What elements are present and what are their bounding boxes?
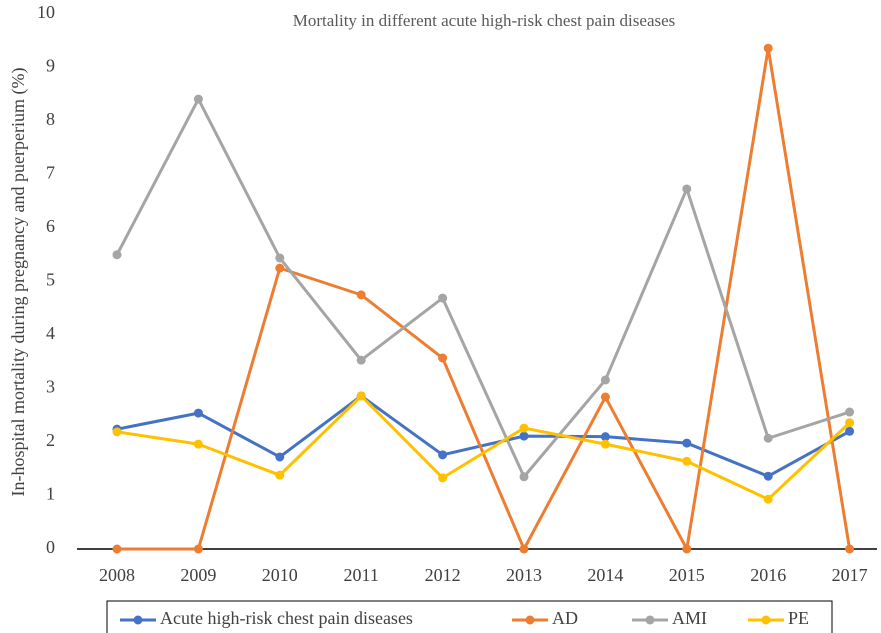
y-tick-label: 9 <box>46 56 55 76</box>
point <box>438 353 448 363</box>
point <box>438 293 448 303</box>
x-tick-label: 2011 <box>344 565 379 585</box>
point <box>600 432 610 442</box>
y-tick-label: 6 <box>46 216 55 236</box>
y-tick-label: 0 <box>46 537 55 557</box>
legend-label: AMI <box>672 608 707 628</box>
x-tick-label: 2014 <box>587 565 623 585</box>
point <box>682 184 692 194</box>
y-tick-label: 7 <box>46 163 55 183</box>
point <box>845 544 855 554</box>
x-tick-label: 2015 <box>669 565 705 585</box>
point <box>600 439 610 449</box>
y-tick-label: 2 <box>46 430 55 450</box>
point <box>845 426 855 436</box>
point <box>763 494 773 504</box>
x-tick-label: 2008 <box>99 565 135 585</box>
point <box>763 433 773 443</box>
point <box>845 407 855 417</box>
legend-marker <box>133 615 143 625</box>
y-tick-label: 5 <box>46 270 55 290</box>
point <box>193 94 203 104</box>
point <box>193 544 203 554</box>
point <box>438 450 448 460</box>
legend-label: PE <box>788 608 809 628</box>
point <box>845 418 855 428</box>
x-tick-label: 2010 <box>262 565 298 585</box>
point <box>275 470 285 480</box>
x-tick-label: 2016 <box>750 565 786 585</box>
point <box>600 375 610 385</box>
series-line <box>116 394 851 478</box>
point <box>193 439 203 449</box>
x-tick-label: 2012 <box>425 565 461 585</box>
y-tick-label: 1 <box>46 484 55 504</box>
point <box>275 263 285 273</box>
series-line <box>116 394 851 501</box>
legend-marker <box>645 615 655 625</box>
legend-label: AD <box>552 608 578 628</box>
x-tick-label: 2013 <box>506 565 542 585</box>
point <box>112 544 122 554</box>
point <box>275 253 285 263</box>
point <box>600 392 610 402</box>
point <box>112 427 122 437</box>
y-tick-label: 8 <box>46 109 55 129</box>
point <box>519 472 529 482</box>
point <box>519 544 529 554</box>
x-tick-label: 2009 <box>180 565 216 585</box>
y-tick-label: 3 <box>46 377 55 397</box>
point <box>682 438 692 448</box>
point <box>682 456 692 466</box>
point <box>356 290 366 300</box>
series-line <box>115 97 851 479</box>
point <box>682 544 692 554</box>
point <box>193 408 203 418</box>
y-tick-label: 4 <box>46 323 55 343</box>
legend-box <box>106 600 833 633</box>
point <box>275 452 285 462</box>
y-axis-label: In-hospital mortality during pregnancy a… <box>8 68 29 497</box>
series-line <box>117 46 852 551</box>
point <box>356 391 366 401</box>
x-tick-label: 2017 <box>832 565 868 585</box>
chart-title: Mortality in different acute high-risk c… <box>293 11 676 30</box>
point <box>112 250 122 260</box>
point <box>356 355 366 365</box>
y-tick-label: 10 <box>37 2 55 22</box>
point <box>763 43 773 53</box>
point <box>438 473 448 483</box>
legend-marker <box>525 615 535 625</box>
legend-label: Acute high-risk chest pain diseases <box>160 608 413 628</box>
point <box>519 431 529 441</box>
legend-marker <box>761 615 771 625</box>
point <box>763 471 773 481</box>
point <box>519 423 529 433</box>
